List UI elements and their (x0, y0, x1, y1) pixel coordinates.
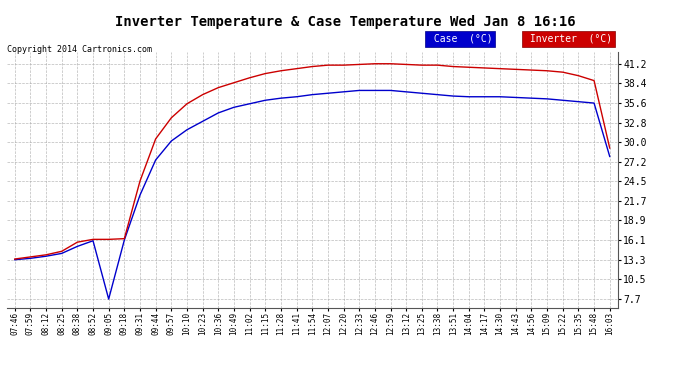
Text: Copyright 2014 Cartronics.com: Copyright 2014 Cartronics.com (7, 45, 152, 54)
Text: Inverter  (°C): Inverter (°C) (524, 34, 613, 44)
Text: Case  (°C): Case (°C) (428, 34, 493, 44)
Text: Inverter Temperature & Case Temperature Wed Jan 8 16:16: Inverter Temperature & Case Temperature … (115, 15, 575, 29)
